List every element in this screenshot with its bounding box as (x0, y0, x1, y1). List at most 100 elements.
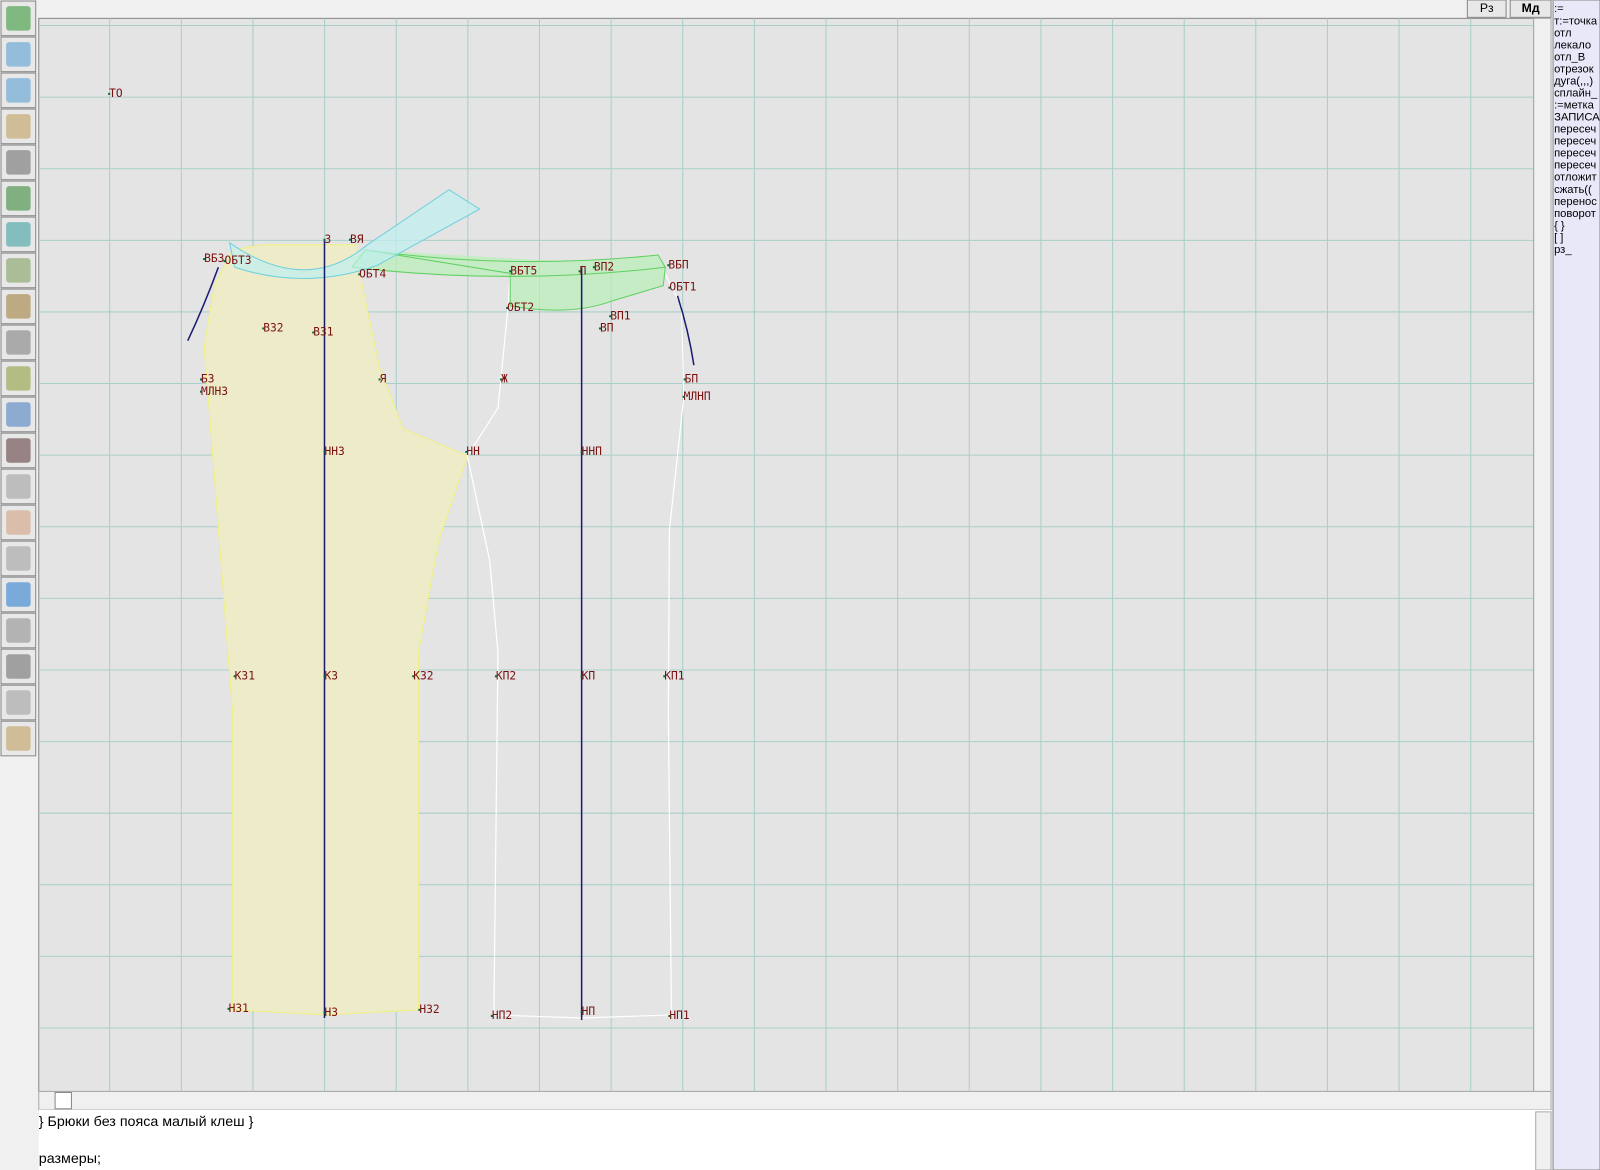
point-marker (323, 450, 326, 453)
tool-icon (6, 510, 31, 535)
point-label: МЛНП (684, 390, 711, 403)
point-marker (348, 238, 352, 241)
command-item[interactable]: отрезок (1554, 63, 1594, 75)
editor[interactable] (38, 1109, 1552, 1170)
command-item[interactable]: перенос (1554, 196, 1597, 208)
point-labels: ТО ВБЗ ОБТ3 ВЗ2 ВЗ1 З ВЯ ОБТ4 ВБТ5 П ВП2 ВБП ОБТ1 ОБТ… (108, 87, 711, 1022)
point-label: ВЯ (350, 233, 364, 246)
point-marker (378, 378, 381, 381)
command-panel (1552, 0, 1600, 1170)
tool-icon (6, 618, 31, 643)
point-label: ОБТ4 (359, 267, 386, 280)
command-item[interactable]: [ ] (1554, 232, 1563, 244)
command-item[interactable]: :=метка (1554, 100, 1595, 112)
rz-button[interactable] (1466, 0, 1507, 18)
point-label: КЗ2 (413, 669, 433, 682)
back-piece (203, 244, 468, 1016)
point-marker (500, 378, 503, 381)
tool-icon (6, 222, 31, 247)
command-item[interactable]: лекало (1554, 39, 1591, 51)
command-item[interactable]: рз_ (1554, 244, 1572, 256)
command-item[interactable]: дуга(,,,) (1554, 75, 1593, 87)
point-marker (494, 675, 497, 678)
tool-icon (6, 402, 31, 427)
back-facing (228, 189, 481, 279)
md-label[interactable]: Мд (1522, 1, 1540, 15)
command-list: :=т:=точкаотллекалоотл_Вотрезокдуга(,,,)… (1554, 3, 1600, 256)
point-label: НП (582, 1005, 596, 1018)
h-scroll-thumb[interactable] (54, 1091, 72, 1110)
tool-icon (6, 294, 31, 319)
command-item[interactable]: сжать(( (1554, 184, 1592, 196)
point-label: З (324, 233, 331, 246)
point-label: ВЗ2 (263, 322, 283, 335)
point-marker (580, 1010, 583, 1013)
tool-icon (6, 654, 31, 679)
command-item[interactable]: пересеч (1554, 160, 1596, 172)
front-facing (351, 249, 667, 311)
point-marker (323, 1011, 326, 1014)
point-label: БЗ (201, 373, 215, 386)
command-item[interactable]: пересеч (1554, 148, 1596, 160)
command-item[interactable]: { } (1554, 220, 1565, 232)
command-item[interactable]: отложит (1554, 172, 1597, 184)
tool-icon (6, 42, 31, 67)
point-marker (580, 450, 583, 453)
command-item[interactable]: отл_В (1554, 51, 1585, 63)
command-item[interactable]: т:=точка (1554, 15, 1598, 27)
point-label: ОБТ2 (507, 301, 534, 314)
point-label: ВП1 (610, 309, 630, 322)
command-item[interactable]: ЗАПИСА (1554, 112, 1600, 124)
point-label: КЗ1 (235, 669, 255, 682)
point-label: П (580, 264, 587, 277)
point-label: ННП (582, 445, 602, 458)
point-marker (668, 1014, 671, 1017)
point-marker (418, 1008, 421, 1011)
point-label: НЗ (324, 1006, 338, 1019)
front-armhole (466, 273, 511, 457)
editor-scrollbar[interactable] (1535, 1111, 1552, 1170)
point-marker (609, 315, 612, 318)
tool-icon (6, 726, 31, 751)
h-scrollbar[interactable] (38, 1090, 1552, 1111)
point-marker (465, 450, 468, 453)
tool-icon (6, 150, 31, 175)
command-item[interactable]: поворот (1554, 208, 1596, 220)
point-label: НЗ1 (229, 1002, 249, 1015)
point-label: НП1 (669, 1009, 689, 1022)
point-marker (200, 390, 203, 393)
md-button[interactable] (1509, 0, 1552, 18)
rz-label[interactable]: Рз (1480, 1, 1494, 15)
v-scrollbar[interactable] (1533, 17, 1552, 1092)
point-marker (323, 238, 326, 241)
tool-icon (6, 366, 31, 391)
point-label: ОБТ3 (224, 254, 251, 267)
command-item[interactable]: сплайн_ (1554, 87, 1598, 99)
shoulder-curves (187, 266, 695, 366)
point-label: ННЗ (324, 445, 344, 458)
point-label: ОБТ1 (669, 281, 696, 294)
point-marker (580, 675, 583, 678)
tool-icon (6, 690, 31, 715)
point-label: НН (466, 445, 480, 458)
point-marker (200, 378, 203, 381)
point-marker (509, 270, 512, 273)
command-item[interactable]: пересеч (1554, 136, 1596, 148)
point-marker (663, 675, 666, 678)
tool-palette (0, 0, 37, 757)
command-item[interactable]: пересеч (1554, 124, 1596, 136)
tool-icon (6, 330, 31, 355)
point-label: ВБЗ (204, 252, 224, 265)
command-item[interactable]: отл (1554, 27, 1571, 39)
point-marker (233, 675, 236, 678)
point-label: КП2 (496, 669, 516, 682)
point-label: ВЗ1 (313, 326, 333, 339)
editor-line: размеры; (39, 1151, 101, 1167)
point-marker (262, 327, 265, 330)
point-marker (598, 327, 602, 330)
point-label: БП (685, 373, 699, 386)
tool-icon (6, 78, 31, 103)
editor-line: } Брюки без пояса малый клеш } (39, 1114, 254, 1130)
command-item[interactable]: := (1554, 3, 1564, 15)
